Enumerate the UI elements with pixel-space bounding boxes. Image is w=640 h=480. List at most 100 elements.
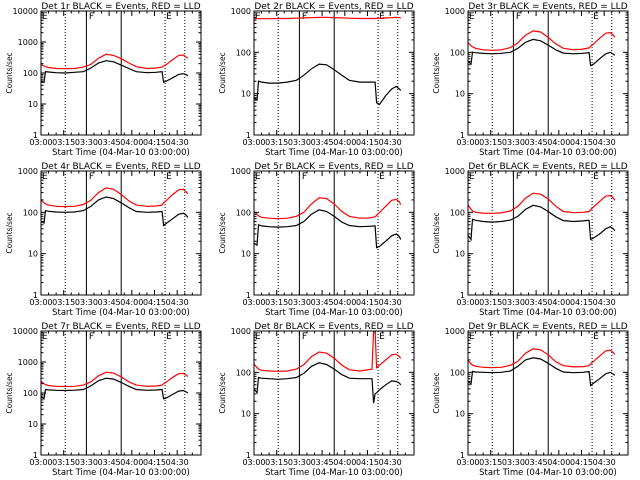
flag-label: E bbox=[42, 332, 48, 342]
flag-label: F bbox=[302, 332, 307, 342]
x-tick-label: 04:30 bbox=[166, 138, 189, 147]
y-axis-label: Counts/sec bbox=[5, 212, 14, 253]
x-tick-label: 03:45 bbox=[311, 298, 334, 307]
panel-title: Det 7r BLACK = Events, RED = LLD bbox=[41, 322, 200, 332]
x-tick-label: 03:45 bbox=[98, 138, 121, 147]
lld-series-line bbox=[468, 192, 616, 214]
x-tick-label: 04:30 bbox=[593, 298, 616, 307]
y-tick-label: 1 bbox=[33, 291, 38, 300]
events-series-line bbox=[468, 357, 616, 387]
flag-label: F bbox=[89, 12, 94, 22]
y-tick-label: 10 bbox=[455, 410, 465, 419]
x-tick-label: 04:15 bbox=[143, 138, 166, 147]
y-tick-label: 10 bbox=[28, 420, 38, 429]
x-tick-label: 04:30 bbox=[379, 298, 402, 307]
x-tick-label: 03:30 bbox=[288, 458, 311, 467]
x-tick-label: 04:00 bbox=[120, 458, 143, 467]
y-tick-label: 100 bbox=[23, 389, 38, 398]
events-series-line bbox=[41, 196, 189, 227]
y-tick-label: 1 bbox=[460, 291, 465, 300]
x-tick-label: 03:15 bbox=[479, 458, 502, 467]
x-tick-label: 04:00 bbox=[333, 298, 356, 307]
x-tick-label: 04:30 bbox=[379, 138, 402, 147]
x-tick-label: 04:00 bbox=[333, 458, 356, 467]
x-tick-label: 03:45 bbox=[525, 298, 548, 307]
events-series-line bbox=[468, 204, 616, 242]
y-tick-label: 1 bbox=[460, 451, 465, 460]
panel-title: Det 2r BLACK = Events, RED = LLD bbox=[254, 2, 413, 12]
flag-label: E bbox=[166, 332, 172, 342]
x-tick-label: 03:15 bbox=[265, 138, 288, 147]
x-tick-label: 03:00 bbox=[242, 138, 265, 147]
x-axis-label: Start Time (04-Mar-10 03:00:00) bbox=[265, 468, 403, 478]
panel-title: Det 1r BLACK = Events, RED = LLD bbox=[41, 2, 200, 12]
flag-label: E bbox=[166, 172, 172, 182]
flag-label: E bbox=[593, 172, 599, 182]
y-tick-label: 10000 bbox=[13, 327, 38, 336]
x-tick-label: 04:30 bbox=[166, 458, 189, 467]
x-tick-label: 03:45 bbox=[98, 298, 121, 307]
flag-label: E bbox=[593, 332, 599, 342]
y-tick-label: 1000 bbox=[18, 358, 38, 367]
y-tick-label: 10 bbox=[455, 90, 465, 99]
x-axis-label: Start Time (04-Mar-10 03:00:00) bbox=[265, 148, 403, 158]
plot-frame bbox=[40, 170, 202, 296]
lld-series-line bbox=[468, 30, 616, 51]
y-axis-label: Counts/sec bbox=[218, 212, 227, 253]
y-tick-label: 1 bbox=[246, 131, 251, 140]
y-tick-label: 1 bbox=[33, 131, 38, 140]
y-tick-label: 10 bbox=[28, 100, 38, 109]
y-tick-label: 10 bbox=[241, 250, 251, 259]
panel-title: Det 4r BLACK = Events, RED = LLD bbox=[41, 162, 200, 172]
plot-frame bbox=[467, 10, 629, 136]
lld-series-line bbox=[468, 348, 616, 369]
flag-label: F bbox=[89, 332, 94, 342]
x-tick-label: 03:00 bbox=[456, 138, 479, 147]
x-axis-label: Start Time (04-Mar-10 03:00:00) bbox=[479, 308, 617, 318]
x-tick-label: 03:00 bbox=[29, 138, 52, 147]
events-series-line bbox=[468, 38, 616, 67]
flag-label: E bbox=[469, 12, 475, 22]
flag-label: E bbox=[255, 172, 261, 182]
x-tick-label: 04:30 bbox=[379, 458, 402, 467]
x-tick-label: 03:15 bbox=[265, 298, 288, 307]
y-axis-label: Counts/sec bbox=[218, 52, 227, 93]
x-tick-label: 03:30 bbox=[502, 458, 525, 467]
plot-frame bbox=[467, 170, 629, 296]
x-tick-label: 04:30 bbox=[593, 138, 616, 147]
y-tick-label: 1000 bbox=[231, 327, 251, 336]
x-tick-label: 03:30 bbox=[288, 298, 311, 307]
x-tick-label: 04:15 bbox=[356, 298, 379, 307]
y-tick-label: 1000 bbox=[231, 7, 251, 16]
x-axis-label: Start Time (04-Mar-10 03:00:00) bbox=[479, 148, 617, 158]
y-tick-label: 100 bbox=[236, 48, 251, 57]
y-tick-label: 100 bbox=[450, 208, 465, 217]
y-tick-label: 10 bbox=[28, 250, 38, 259]
flag-label: E bbox=[255, 332, 261, 342]
flag-label: E bbox=[255, 12, 261, 22]
x-tick-label: 04:00 bbox=[120, 138, 143, 147]
x-tick-label: 03:30 bbox=[502, 138, 525, 147]
x-tick-label: 03:30 bbox=[75, 138, 98, 147]
x-tick-label: 04:00 bbox=[120, 298, 143, 307]
x-tick-label: 03:00 bbox=[242, 458, 265, 467]
y-tick-label: 100 bbox=[236, 368, 251, 377]
x-tick-label: 04:15 bbox=[143, 298, 166, 307]
x-tick-label: 03:15 bbox=[265, 458, 288, 467]
y-axis-label: Counts/sec bbox=[432, 52, 441, 93]
x-tick-label: 04:30 bbox=[593, 458, 616, 467]
flag-label: E bbox=[42, 172, 48, 182]
y-tick-label: 10 bbox=[455, 250, 465, 259]
x-tick-label: 03:00 bbox=[456, 458, 479, 467]
x-tick-label: 03:00 bbox=[456, 298, 479, 307]
plot-frame bbox=[253, 170, 415, 296]
x-tick-label: 03:45 bbox=[525, 458, 548, 467]
panel-title: Det 8r BLACK = Events, RED = LLD bbox=[254, 322, 413, 332]
y-tick-label: 10 bbox=[241, 90, 251, 99]
lld-series-line bbox=[41, 371, 189, 388]
